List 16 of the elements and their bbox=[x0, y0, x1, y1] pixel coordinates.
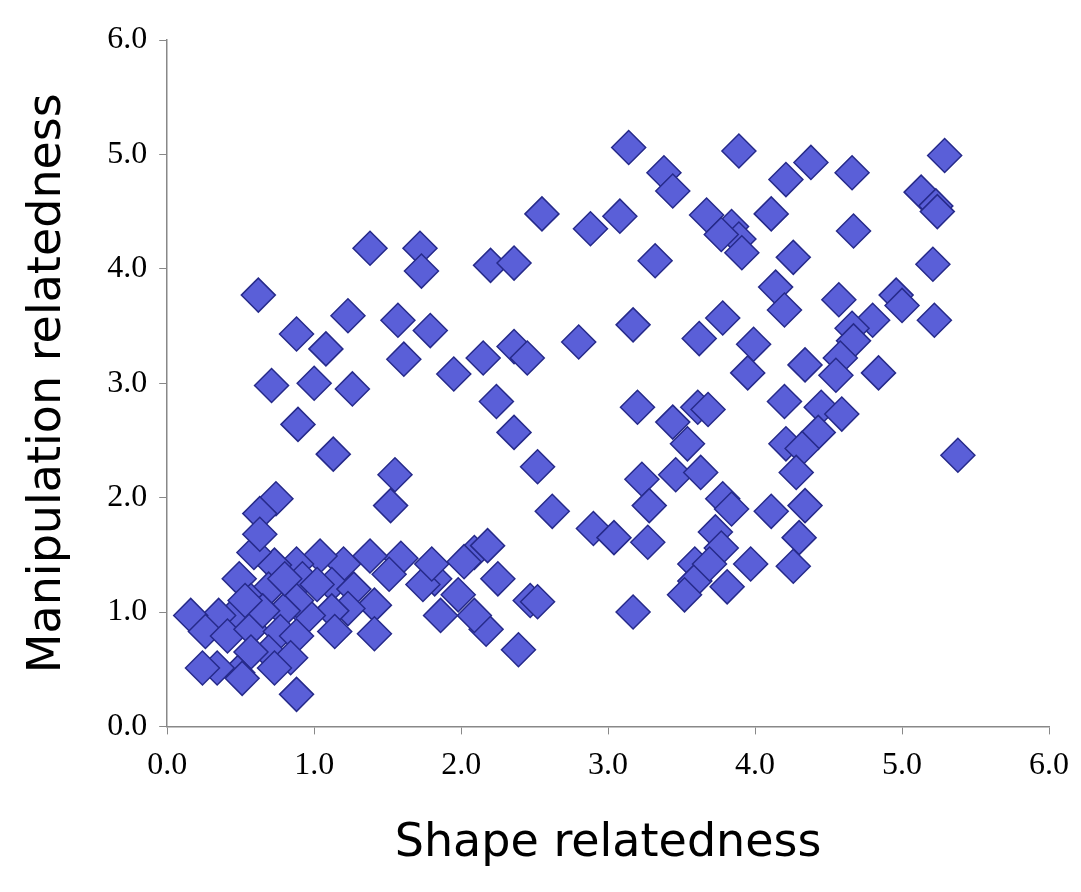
y-tick-label: 5.0 bbox=[107, 133, 148, 170]
y-tick-label: 6.0 bbox=[107, 19, 148, 56]
x-axis-title: Shape relatedness bbox=[394, 813, 822, 868]
x-tick-label: 1.0 bbox=[294, 745, 335, 782]
y-axis-title: Manipulation relatedness bbox=[16, 93, 71, 674]
y-tick-label: 3.0 bbox=[107, 362, 148, 399]
x-tick-label: 4.0 bbox=[735, 745, 776, 782]
x-tick-label: 2.0 bbox=[441, 745, 482, 782]
x-tick-label: 3.0 bbox=[588, 745, 629, 782]
y-tick-label: 0.0 bbox=[107, 705, 148, 742]
x-tick-label: 6.0 bbox=[1029, 745, 1069, 782]
x-tick-label: 0.0 bbox=[147, 745, 188, 782]
y-tick-label: 2.0 bbox=[107, 477, 148, 514]
y-tick-label: 4.0 bbox=[107, 248, 148, 285]
x-tick-label: 5.0 bbox=[882, 745, 923, 782]
y-tick-label: 1.0 bbox=[107, 591, 148, 628]
